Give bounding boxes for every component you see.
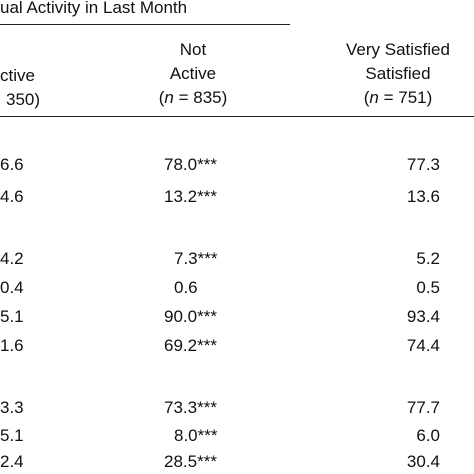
row9-col2: 28.5*** xyxy=(164,452,217,471)
row8-col2: 8.0*** xyxy=(174,426,218,445)
row6-col3: 74.4 xyxy=(406,336,440,355)
header-bottom-rule xyxy=(0,116,474,117)
row9-col1: 2.4 xyxy=(0,452,24,471)
row5-col2: 90.0*** xyxy=(164,307,217,326)
row7-col3: 77.7 xyxy=(406,398,440,417)
row7-col2: 73.3*** xyxy=(164,398,217,417)
row2-col3: 13.6 xyxy=(406,187,440,206)
row3-col1: 4.2 xyxy=(0,249,24,268)
row4-col3: 0.5 xyxy=(416,278,440,297)
row4-col1: 0.4 xyxy=(0,278,24,297)
col2-header-line2: Active xyxy=(169,64,217,83)
row6-col2: 69.2*** xyxy=(164,336,217,355)
row8-col3: 6.0 xyxy=(416,426,440,445)
row8-col1: 5.1 xyxy=(0,426,24,445)
row5-col3: 93.4 xyxy=(406,307,440,326)
group-title-rule xyxy=(0,24,290,25)
col3-header-line1: Very Satisfied xyxy=(346,40,450,59)
row7-col1: 3.3 xyxy=(0,398,24,417)
col3-header-n: (n = 751) xyxy=(363,88,433,107)
row3-col3: 5.2 xyxy=(416,249,440,268)
row2-col2: 13.2*** xyxy=(164,187,217,206)
row1-col1: 6.6 xyxy=(0,155,24,174)
row1-col3: 77.3 xyxy=(406,155,440,174)
col1-header-line1: ctive xyxy=(0,66,35,85)
row5-col1: 5.1 xyxy=(0,307,24,326)
row9-col3: 30.4 xyxy=(406,452,440,471)
col3-header-line2: Satisfied xyxy=(365,64,431,83)
col2-header-line1: Not xyxy=(179,40,207,59)
group-title: ual Activity in Last Month xyxy=(0,0,188,17)
row2-col1: 4.6 xyxy=(0,187,24,206)
col1-header-n: 350) xyxy=(6,90,41,109)
row4-col2: 0.6 xyxy=(174,278,198,297)
row1-col2: 78.0*** xyxy=(164,155,217,174)
row3-col2: 7.3*** xyxy=(174,249,218,268)
row6-col1: 1.6 xyxy=(0,336,24,355)
col2-header-n: (n = 835) xyxy=(158,88,228,107)
